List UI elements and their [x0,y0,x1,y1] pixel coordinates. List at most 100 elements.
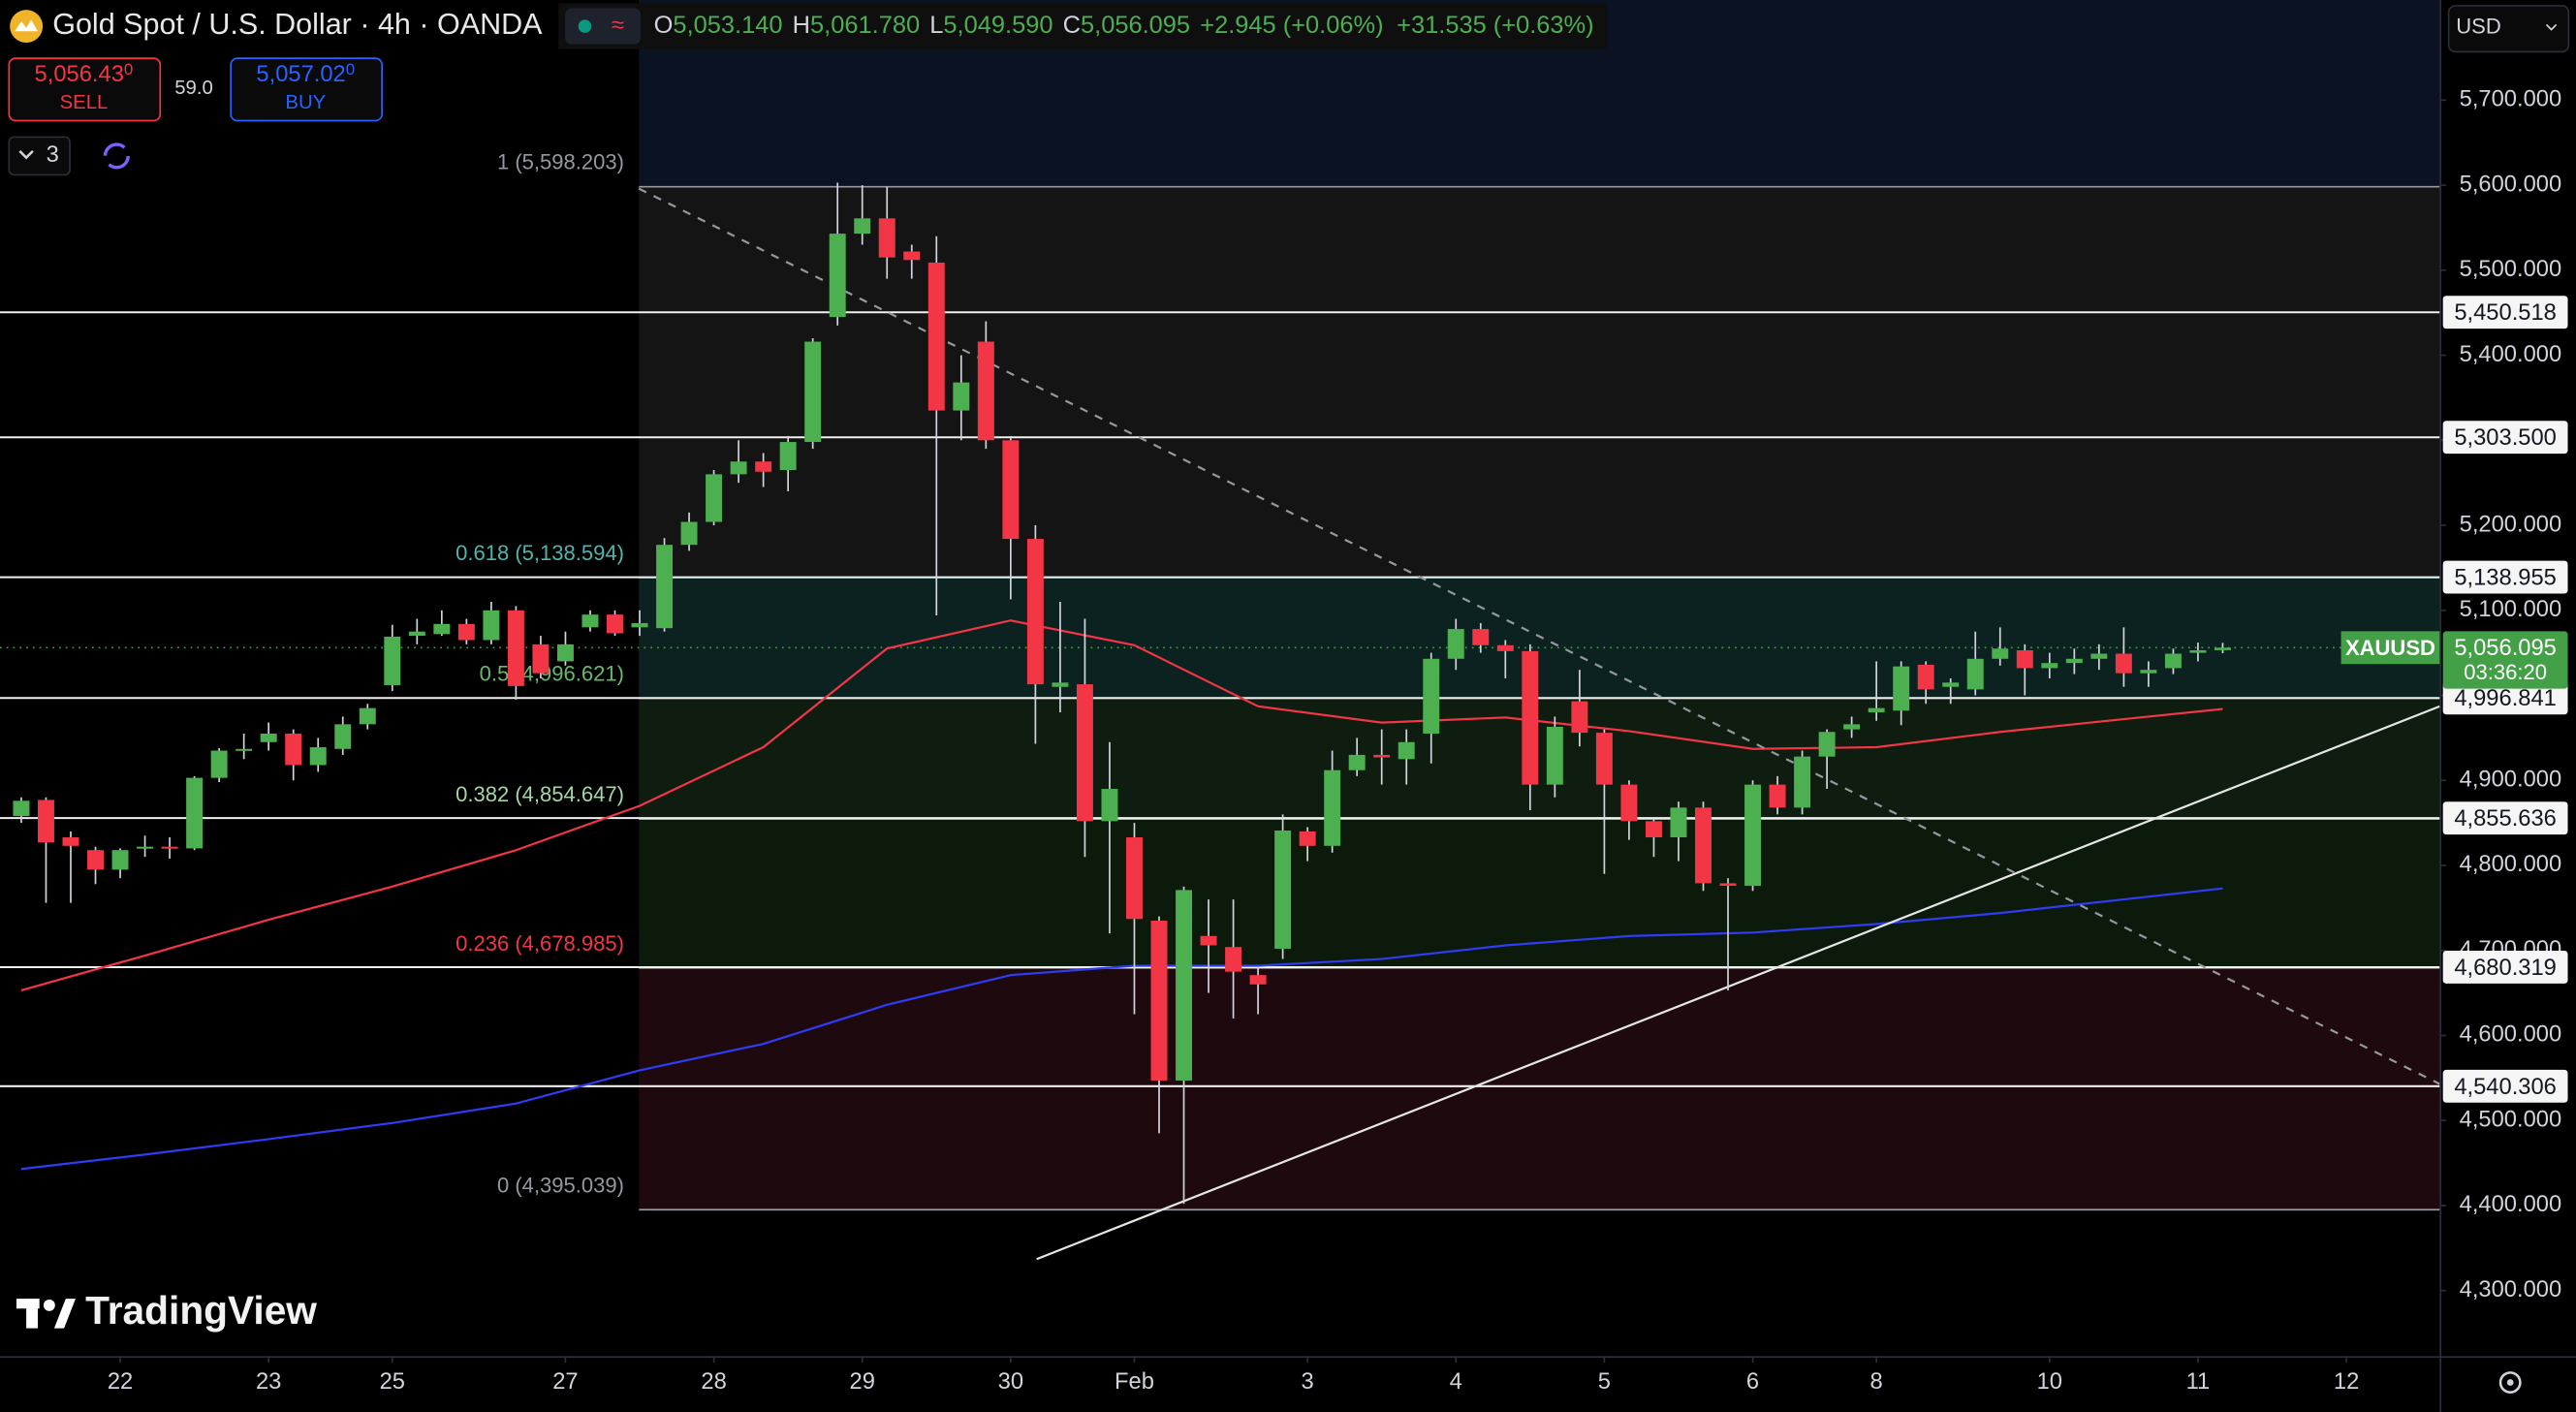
candle-body [111,850,129,870]
logo-slash [53,1299,76,1329]
candle-body [1546,726,1563,785]
spread: 59.0 [174,78,213,99]
legend-key: C [1063,12,1081,39]
candle-body [1620,784,1638,822]
x-tick-label: Feb [1115,1369,1154,1395]
y-tick-label: 4,600.000 [2460,1022,2562,1048]
candle-body [1744,784,1762,887]
candle-body [2214,647,2231,650]
sell-button[interactable] [8,57,162,122]
candle-body [1225,947,1242,972]
y-tick-label: 5,600.000 [2460,172,2562,197]
y-tick-label: 4,300.000 [2460,1277,2562,1302]
chevron-icon [18,149,34,160]
fib-zone [639,968,2440,1210]
candle-body [1670,807,1687,838]
candle-body [1992,648,2009,659]
candle-body [334,724,352,749]
y-tick-label: 5,200.000 [2460,512,2562,537]
fib-label: 0.5 (4,996.621) [480,662,624,686]
watermark-text: TradingView [85,1288,317,1333]
candle-body [878,218,895,258]
fib-label: 0 (4,395.039) [497,1173,624,1197]
y-tick-label: 4,800.000 [2460,852,2562,877]
candle-body [137,846,154,849]
buy-label: BUY [285,92,326,113]
sell-label: SELL [60,92,109,113]
candle-body [186,777,204,849]
candle-body [2041,663,2058,669]
candle-body [706,474,723,522]
candle-body [1002,440,1020,540]
candle-body [13,800,30,817]
price-label-box [2442,801,2568,835]
sell-price: 5,056.430 [35,60,134,87]
candle-body [581,614,599,628]
fib-zone [639,698,2440,820]
candle-body [1026,539,1044,685]
x-tick-label: 11 [2186,1369,2211,1395]
x-tick-label: 22 [108,1369,133,1395]
candle-body [1274,831,1292,949]
symbol-label: XAUUSD [2345,636,2435,660]
candle-body [260,733,277,742]
axes: 5,700.000 5,600.000 5,500.000 5,400.000 5,30… [108,87,2568,1395]
candle-body [457,623,475,641]
buy-price: 5,057.020 [256,60,355,87]
candle-body [2065,658,2083,664]
price-label: 4,680.319 [2454,956,2557,981]
candle-body [1472,629,1490,645]
candle-body [1769,784,1786,808]
candle-body [1125,837,1143,920]
price-label: 5,138.955 [2454,566,2557,591]
watermark: TradingView [16,1288,317,1333]
x-tick-label: 29 [850,1369,875,1395]
market-open-dot [578,19,592,33]
symbol-icon [10,10,44,44]
candle-body [556,643,574,662]
status-badge[interactable] [565,8,642,45]
candle-body [1843,724,1861,730]
candle-body [1423,658,1440,734]
currency-select[interactable] [2447,5,2570,53]
price-label-box [2442,1069,2568,1103]
candle-body [1917,664,1934,690]
x-tick-label: 23 [256,1369,281,1395]
candle-body [408,631,425,637]
candle-body [1794,756,1811,808]
candle-body [1447,629,1464,659]
candle-body [2016,650,2033,669]
x-tick-label: 27 [552,1369,578,1395]
fib-label: 0.236 (4,678.985) [456,931,624,956]
candle-body [1595,733,1613,785]
legend-key: L [929,12,943,39]
buy-button[interactable] [230,57,383,122]
legend-background [558,3,1607,49]
candle-body [161,846,178,849]
settings-icon[interactable] [2498,1371,2522,1394]
plot-area: 1 (5,598.203) 0.618 (5,138.594) 0.5 (4,996… [0,0,2440,1261]
candle-body [532,643,550,674]
logo-dot [43,1299,55,1311]
indicators-toggle[interactable] [8,136,71,176]
x-tick-label: 10 [2037,1369,2062,1395]
currency-chevron [2545,23,2558,31]
x-tick-label: 5 [1598,1369,1611,1395]
candle-body [854,218,871,235]
candle-body [359,707,376,725]
price-label-box [2442,560,2568,594]
candle-body [977,341,994,441]
y-tick-label: 5,400.000 [2460,342,2562,367]
candle-body [2189,650,2207,653]
x-tick-label: 8 [1870,1369,1883,1395]
candle-body [1942,682,1960,687]
candle-body [37,800,54,843]
candle-body [1398,741,1415,760]
candle-body [953,382,970,411]
fib-label: 0.382 (4,854.647) [456,782,624,806]
legend-value: 5,056.095 [1081,12,1190,39]
candle-body [1571,701,1588,734]
sync-icon[interactable] [103,142,130,170]
trendline [1036,705,2440,1261]
candle-body [680,521,698,546]
